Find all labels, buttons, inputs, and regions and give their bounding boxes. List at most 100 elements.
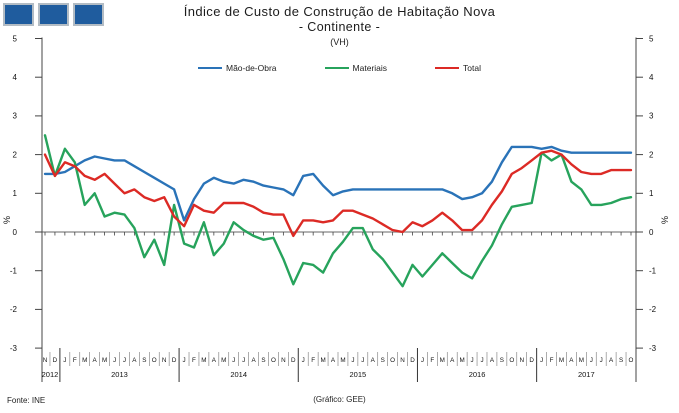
month-label: J <box>182 357 185 364</box>
month-label: J <box>242 357 245 364</box>
month-label: S <box>261 357 265 364</box>
month-label: N <box>281 357 286 364</box>
month-label: J <box>63 357 66 364</box>
y-tick-label-right: 0 <box>649 228 654 237</box>
chart-legend: Mão-de-Obra Materiais Total <box>42 60 637 76</box>
title-block: Índice de Custo de Construção de Habitaç… <box>0 4 679 48</box>
month-label: S <box>619 357 623 364</box>
vh-label: (VH) <box>330 36 349 47</box>
month-label: O <box>152 357 157 364</box>
y-tick-label-right: 1 <box>649 189 654 198</box>
y-tick-label-left: -3 <box>10 344 18 353</box>
y-tick-label-left: 1 <box>13 189 18 198</box>
month-label: A <box>251 357 256 364</box>
series-line-materiais <box>43 134 633 288</box>
y-axis-title-left: % <box>2 216 12 224</box>
month-label: N <box>400 357 405 364</box>
legend-label: Mão-de-Obra <box>225 63 277 73</box>
legend-label: Total <box>463 63 481 73</box>
month-label: J <box>351 357 354 364</box>
y-tick-label-left: 4 <box>13 73 18 82</box>
footer-credit: (Gráfico: GEE) <box>313 395 366 404</box>
month-label: A <box>212 357 217 364</box>
month-label: A <box>371 357 376 364</box>
year-label: 2016 <box>469 370 486 379</box>
y-tick-label-left: 3 <box>13 112 18 121</box>
month-label: M <box>82 357 87 364</box>
month-label: M <box>102 357 107 364</box>
legend-item-mao-de-obra: Mão-de-Obra <box>197 63 277 73</box>
y-tick-label-left: 2 <box>13 150 18 159</box>
month-label: M <box>559 357 564 364</box>
legend-label: Materiais <box>352 63 388 73</box>
month-label: A <box>132 357 137 364</box>
month-label: A <box>331 357 336 364</box>
month-label: D <box>529 357 534 364</box>
month-label: M <box>320 357 325 364</box>
month-label: N <box>162 357 167 364</box>
month-label: J <box>590 357 593 364</box>
month-label: O <box>509 357 514 364</box>
month-label: A <box>450 357 455 364</box>
month-label: J <box>232 357 235 364</box>
month-label: M <box>579 357 584 364</box>
legend-item-total: Total <box>435 63 481 73</box>
month-label: M <box>340 357 345 364</box>
month-label: F <box>73 357 77 364</box>
month-label: F <box>311 357 315 364</box>
month-label: D <box>291 357 296 364</box>
logo <box>3 3 104 26</box>
y-tick-label-right: 3 <box>649 112 654 121</box>
month-label: M <box>460 357 465 364</box>
legend-line-swatch-red <box>435 67 460 69</box>
month-label: N <box>43 357 48 364</box>
year-label: 2013 <box>111 370 128 379</box>
y-tick-label-right: 4 <box>649 73 654 82</box>
month-label: F <box>192 357 196 364</box>
y-tick-label-left: 5 <box>13 34 18 43</box>
month-label: J <box>480 357 483 364</box>
series-line-total <box>43 149 633 238</box>
y-tick-label-left: -1 <box>10 267 18 276</box>
y-tick-label-left: -2 <box>10 305 18 314</box>
month-label: O <box>629 357 634 364</box>
month-label: D <box>53 357 58 364</box>
y-tick-label-right: -1 <box>649 267 657 276</box>
month-label: J <box>471 357 474 364</box>
month-label: M <box>221 357 226 364</box>
logo-square <box>38 3 69 26</box>
series-line-m-o-de-obra <box>43 145 633 222</box>
month-label: A <box>569 357 574 364</box>
month-label: J <box>113 357 116 364</box>
y-tick-label-right: -2 <box>649 305 657 314</box>
month-label: A <box>609 357 614 364</box>
y-tick-label-left: 0 <box>13 228 18 237</box>
month-label: J <box>361 357 364 364</box>
y-axis-title-right: % <box>660 216 670 224</box>
footer-source: Fonte: INE <box>7 396 46 405</box>
legend-item-materiais: Materiais <box>324 63 388 73</box>
year-label: 2017 <box>578 370 595 379</box>
month-label: J <box>600 357 603 364</box>
month-label: M <box>201 357 206 364</box>
month-label: D <box>172 357 177 364</box>
month-label: A <box>490 357 495 364</box>
month-label: F <box>550 357 554 364</box>
year-label: 2015 <box>350 370 367 379</box>
logo-square <box>73 3 104 26</box>
month-label: O <box>271 357 276 364</box>
legend-line-swatch-blue <box>197 67 222 69</box>
month-label: S <box>142 357 146 364</box>
month-label: O <box>390 357 395 364</box>
y-tick-label-right: 5 <box>649 34 654 43</box>
month-label: J <box>302 357 305 364</box>
month-label: J <box>540 357 543 364</box>
logo-square <box>3 3 34 26</box>
month-label: N <box>519 357 524 364</box>
month-label: D <box>410 357 415 364</box>
month-label: J <box>123 357 126 364</box>
legend-line-swatch-green <box>324 67 349 69</box>
year-label: 2012 <box>42 370 59 379</box>
month-label: A <box>93 357 98 364</box>
